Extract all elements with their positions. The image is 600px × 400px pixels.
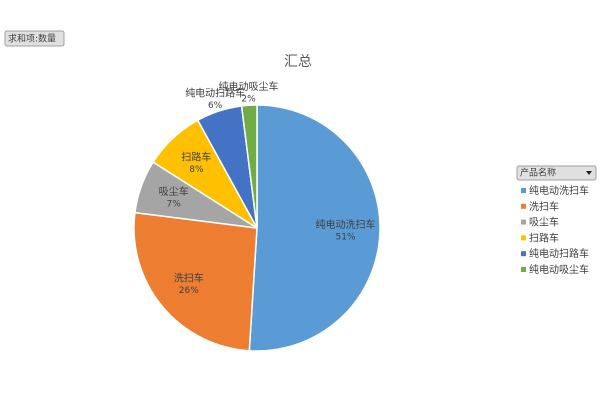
data-label-value: 26% bbox=[179, 286, 199, 296]
data-label-name: 纯电动扫路车 bbox=[185, 86, 245, 99]
legend-label: 扫路车 bbox=[529, 231, 559, 244]
legend-label: 纯电动洗扫车 bbox=[529, 184, 589, 197]
data-label-value: 51% bbox=[336, 232, 356, 242]
pie-slice bbox=[248, 104, 381, 352]
data-label-name: 扫路车 bbox=[181, 150, 211, 163]
field-button-label: 求和项:数量 bbox=[8, 33, 56, 45]
legend-label: 洗扫车 bbox=[529, 200, 559, 213]
legend-label: 纯电动吸尘车 bbox=[529, 263, 589, 276]
data-label-value: 8% bbox=[189, 165, 204, 175]
data-label-value: 6% bbox=[208, 101, 223, 111]
legend-swatch bbox=[521, 219, 526, 225]
pie-slice bbox=[240, 104, 258, 229]
data-label-name: 纯电动洗扫车 bbox=[316, 218, 376, 231]
legend-swatch bbox=[521, 267, 526, 272]
data-label-name: 纯电动吸尘车 bbox=[219, 80, 279, 93]
legend-filter-button[interactable] bbox=[516, 165, 597, 181]
legend-label: 吸尘车 bbox=[529, 216, 559, 229]
legend-swatch bbox=[521, 188, 526, 193]
data-label-value: 2% bbox=[241, 94, 256, 104]
legend-swatch bbox=[521, 203, 526, 209]
legend-label: 纯电动扫路车 bbox=[529, 247, 589, 260]
legend-swatch bbox=[521, 251, 526, 257]
field-button[interactable] bbox=[4, 30, 65, 47]
legend-title: 产品名称 bbox=[520, 167, 556, 179]
pie-slice bbox=[133, 211, 258, 352]
legend-swatch bbox=[521, 235, 526, 241]
data-label-value: 7% bbox=[167, 200, 182, 210]
dropdown-arrow bbox=[586, 171, 592, 175]
data-label-name: 吸尘车 bbox=[159, 185, 189, 198]
chart-title: 汇总 bbox=[284, 54, 312, 70]
data-label-name: 洗扫车 bbox=[174, 271, 204, 284]
